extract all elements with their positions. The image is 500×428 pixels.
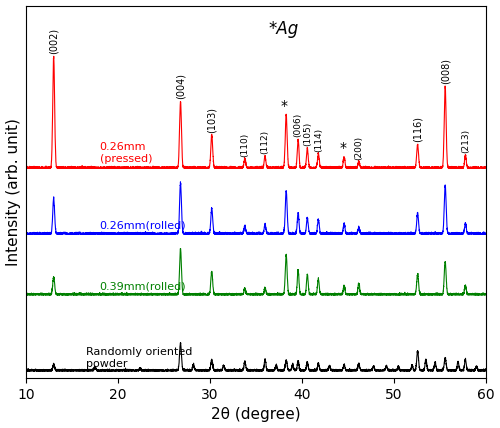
Text: (004): (004)	[176, 73, 186, 99]
Text: (002): (002)	[48, 27, 58, 54]
Text: (006): (006)	[294, 113, 302, 137]
X-axis label: 2θ (degree): 2θ (degree)	[211, 407, 300, 422]
Text: (200): (200)	[354, 136, 364, 160]
Text: (008): (008)	[440, 58, 450, 84]
Text: (110): (110)	[240, 132, 250, 157]
Text: (103): (103)	[207, 107, 217, 133]
Text: 0.26mm
(pressed): 0.26mm (pressed)	[100, 142, 152, 164]
Text: *Ag: *Ag	[268, 21, 298, 39]
Text: (112): (112)	[260, 130, 270, 154]
Text: 0.39mm(rolled): 0.39mm(rolled)	[100, 282, 186, 291]
Text: *: *	[340, 141, 346, 155]
Text: (114): (114)	[314, 128, 323, 152]
Y-axis label: Intensity (arb. unit): Intensity (arb. unit)	[6, 118, 20, 266]
Text: (213): (213)	[461, 128, 470, 152]
Text: Randomly oriented
powder: Randomly oriented powder	[86, 347, 192, 369]
Text: (105): (105)	[303, 122, 312, 146]
Text: 0.26mm(rolled): 0.26mm(rolled)	[100, 221, 186, 231]
Text: (116): (116)	[412, 116, 422, 143]
Text: *: *	[281, 99, 288, 113]
